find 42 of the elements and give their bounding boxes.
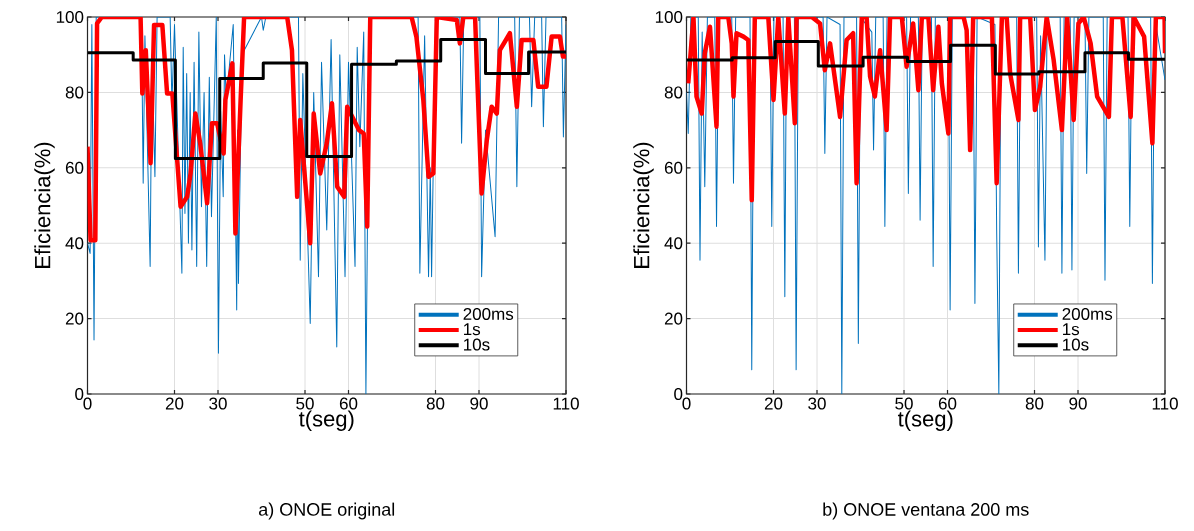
x-axis-title: t(seg) xyxy=(897,410,953,431)
legend-label: 1s xyxy=(464,323,481,336)
y-tick-label: 80 xyxy=(664,86,683,99)
legend-label: 200ms xyxy=(1062,307,1113,321)
x-tick-label: 0 xyxy=(682,397,691,410)
y-tick-label: 60 xyxy=(664,161,683,174)
text: b) ONOE ventana 200 ms xyxy=(823,502,1029,520)
x-tick-label: 20 xyxy=(165,397,184,410)
x-tick-label: 0 xyxy=(83,397,92,410)
x-tick-label: 50 xyxy=(296,397,314,410)
y-axis-title: Eficiencia(%) xyxy=(34,142,55,268)
y-tick-label: 0 xyxy=(674,387,683,401)
x-tick-label: 50 xyxy=(895,397,913,410)
x-tick-label: 20 xyxy=(764,397,783,410)
x-axis-title: t(seg) xyxy=(298,410,354,431)
line-series xyxy=(87,17,567,246)
y-axis-title: Eficiencia(%) xyxy=(633,142,654,268)
x-tick-label: 80 xyxy=(1025,397,1044,410)
y-tick-label: 40 xyxy=(664,237,683,250)
x-tick-label: 110 xyxy=(553,397,579,410)
y-tick-label: 40 xyxy=(65,237,84,250)
text: a) ONOE original xyxy=(259,502,395,520)
y-tick-label: 60 xyxy=(65,161,84,174)
x-tick-label: 60 xyxy=(339,397,358,410)
x-tick-label: 60 xyxy=(938,397,957,410)
y-tick-label: 20 xyxy=(664,312,683,325)
y-tick-label: 80 xyxy=(65,86,84,99)
legend-label: 200ms xyxy=(463,307,514,321)
x-tick-label: 90 xyxy=(1069,397,1087,410)
y-tick-label: 0 xyxy=(75,387,84,401)
y-tick-label: 100 xyxy=(56,10,84,24)
y-tick-label: 100 xyxy=(655,10,683,24)
legend-label: 10s xyxy=(1063,338,1089,351)
y-tick-label: 20 xyxy=(65,312,84,325)
x-tick-label: 80 xyxy=(426,397,445,410)
x-tick-label: 30 xyxy=(808,397,826,410)
x-tick-label: 30 xyxy=(209,397,227,410)
line-series xyxy=(686,17,1166,203)
legend-label: 1s xyxy=(1063,323,1080,336)
legend-label: 10s xyxy=(464,338,490,351)
x-tick-label: 110 xyxy=(1152,397,1178,410)
x-tick-label: 90 xyxy=(470,397,488,410)
